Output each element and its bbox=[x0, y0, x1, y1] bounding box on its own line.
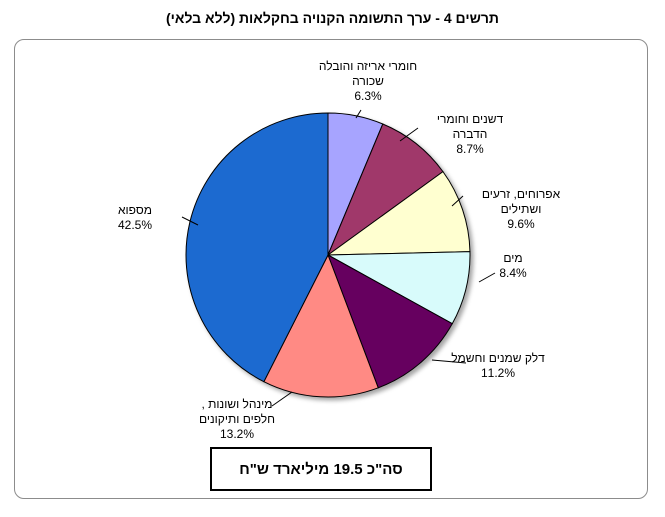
pie-slice-7 bbox=[185, 112, 329, 383]
slice-label-1: חומרי אריזה והובלה שכורה 6.3% bbox=[319, 59, 417, 103]
slice-category-label: מספוא bbox=[118, 203, 152, 217]
slice-value-label: 8.7% bbox=[456, 142, 484, 156]
leader-lines bbox=[181, 109, 496, 407]
leader-line-5 bbox=[431, 359, 467, 364]
slice-category-label: מים bbox=[503, 251, 522, 265]
slice-labels: חומרי אריזה והובלה שכורה 6.3% דשנים וחומרי ה… bbox=[118, 59, 561, 441]
slice-value-label: 9.6% bbox=[507, 217, 535, 231]
slice-value-label: 42.5% bbox=[118, 218, 152, 232]
slice-category-label: ושתילים bbox=[501, 202, 542, 216]
pie-slice-3 bbox=[326, 170, 471, 256]
slice-label-7: מספוא 42.5% bbox=[118, 203, 152, 232]
pie-slice-5 bbox=[327, 253, 453, 389]
leader-line-6 bbox=[271, 391, 293, 407]
total-box: סה"כ 19.5 מיליארד ש"ח bbox=[210, 447, 432, 491]
slice-category-label: מינהל ושונות , bbox=[201, 397, 272, 411]
slice-label-4: מים 8.4% bbox=[499, 251, 527, 280]
slice-label-2: דשנים וחומרי הדברה 8.7% bbox=[437, 112, 504, 156]
slice-label-5: דלק שמנים וחשמל 11.2% bbox=[451, 351, 545, 380]
slice-category-label: דשנים וחומרי bbox=[437, 112, 504, 126]
chart-title: תרשים 4 - ערך התשומה הקנויה בחקלאות (ללא… bbox=[166, 10, 499, 26]
slice-category-label: הדברה bbox=[453, 127, 488, 141]
pie-slices bbox=[185, 112, 471, 398]
slice-category-label: חומרי אריזה והובלה bbox=[319, 59, 417, 73]
slice-category-label: אפרוחים, זרעים bbox=[482, 187, 561, 201]
leader-line-4 bbox=[478, 272, 496, 283]
slice-category-label: חלפים ותיקונים bbox=[199, 412, 275, 426]
leader-line-2 bbox=[399, 127, 419, 142]
slice-value-label: 13.2% bbox=[220, 427, 254, 441]
leader-line-1 bbox=[355, 109, 362, 119]
leader-line-3 bbox=[451, 195, 464, 207]
slice-label-6: מינהל ושונות , חלפים ותיקונים 13.2% bbox=[199, 397, 275, 441]
slice-value-label: 8.4% bbox=[499, 266, 527, 280]
pie-slice-6 bbox=[263, 253, 379, 398]
leader-line-7 bbox=[181, 216, 199, 226]
slice-value-label: 11.2% bbox=[481, 366, 515, 380]
slice-value-label: 6.3% bbox=[354, 89, 382, 103]
slice-category-label: דלק שמנים וחשמל bbox=[451, 351, 545, 365]
slice-category-label: שכורה bbox=[352, 74, 384, 88]
slice-label-3: אפרוחים, זרעים ושתילים 9.6% bbox=[482, 187, 561, 231]
